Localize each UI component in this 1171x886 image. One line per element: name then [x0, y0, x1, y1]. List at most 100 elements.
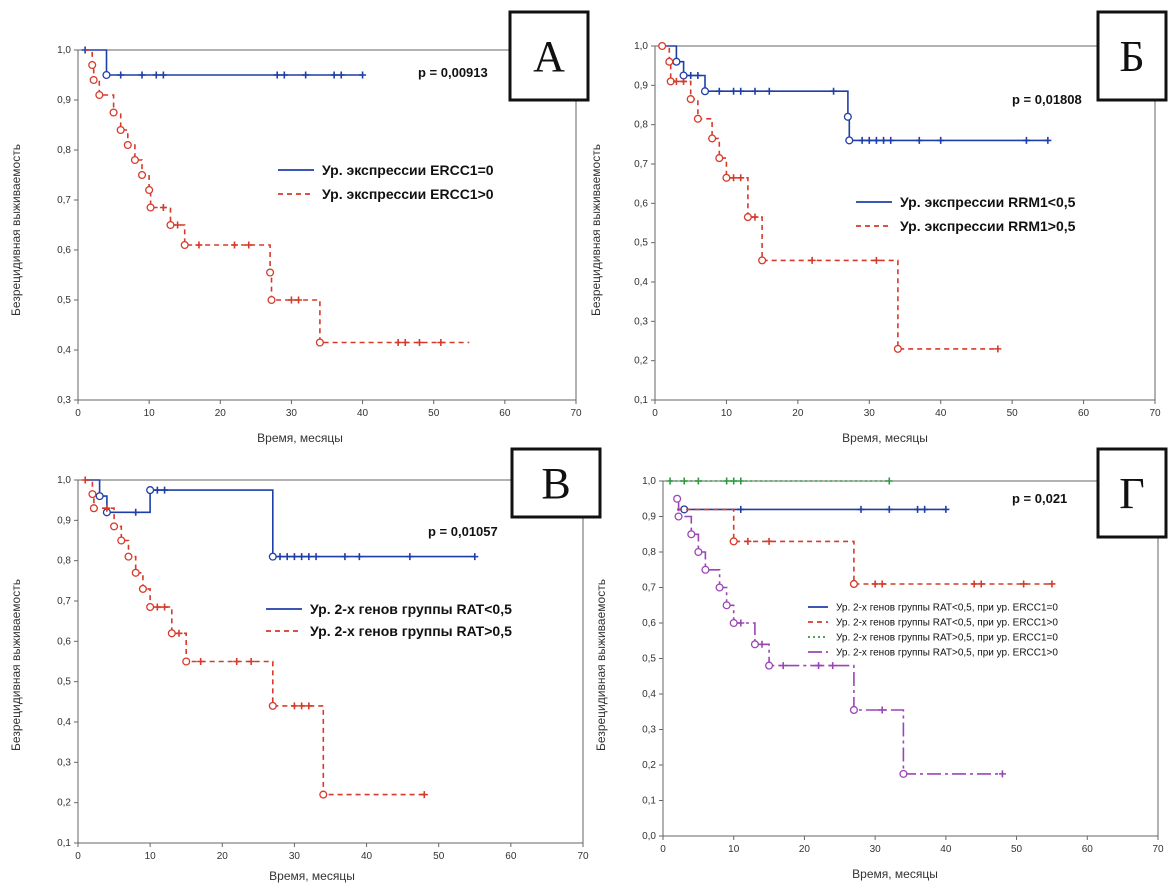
event-point [89, 75, 98, 85]
legend-entry: Ур. 2-х генов группы RAT>0,5, при ур. ER… [836, 648, 1058, 659]
censored-point [737, 619, 745, 627]
km-step-line [85, 49, 363, 76]
x-axis-label: Время, месяцы [257, 431, 343, 445]
censored-point [117, 71, 125, 79]
event-point [700, 87, 710, 96]
event-point [89, 504, 98, 513]
event-point [893, 344, 902, 353]
event-point [758, 256, 767, 265]
censored-point [872, 136, 880, 144]
y-tick-label: 0,5 [634, 238, 648, 249]
y-tick-label: 0,3 [642, 725, 656, 736]
x-tick-label: 10 [144, 408, 156, 419]
p-value: p = 0,021 [1012, 491, 1067, 506]
x-tick-label: 0 [660, 844, 666, 855]
event-point [715, 154, 724, 163]
censored-point [290, 702, 298, 710]
censored-point [829, 662, 837, 670]
censored-point [758, 640, 766, 648]
censored-point [970, 580, 978, 588]
censored-point [1044, 136, 1052, 144]
panel-letter: Г [1119, 469, 1144, 518]
censored-point [330, 71, 338, 79]
censored-point [751, 213, 759, 221]
event-point [701, 565, 710, 574]
censored-point [730, 477, 738, 485]
censored-point [471, 553, 479, 561]
x-tick-label: 20 [217, 851, 229, 862]
y-tick-label: 0,3 [57, 757, 71, 768]
censored-point [394, 339, 402, 346]
event-point [88, 60, 97, 70]
series-4 [673, 494, 1006, 778]
event-point [182, 657, 191, 666]
series-1 [81, 46, 367, 80]
censored-point [937, 136, 945, 144]
x-tick-label: 30 [864, 408, 876, 419]
censored-point [406, 553, 414, 561]
event-point [686, 95, 695, 104]
event-point [708, 134, 717, 143]
censored-point [998, 770, 1006, 778]
legend-entry: Ур. 2-х генов группы RAT<0,5, при ур. ER… [836, 603, 1058, 614]
y-tick-label: 0,7 [642, 583, 656, 594]
censored-point [287, 296, 295, 304]
event-point [750, 640, 759, 649]
event-point [665, 57, 674, 66]
y-tick-label: 0,1 [642, 796, 656, 807]
event-point [674, 512, 683, 521]
censored-point [337, 71, 345, 79]
censored-point [81, 476, 89, 484]
y-axis-label: Безрецидивная выживаемость [589, 144, 603, 316]
x-tick-label: 40 [357, 408, 369, 419]
x-tick-label: 40 [361, 851, 373, 862]
censored-point [305, 553, 313, 561]
event-point [849, 705, 858, 715]
y-tick-label: 0,8 [642, 547, 656, 558]
x-tick-label: 0 [75, 851, 81, 862]
legend: Ур. экспрессии ERCC1=0 Ур. экспрессии ERC… [278, 162, 494, 202]
panel-letter: В [541, 459, 570, 508]
event-point [693, 114, 702, 123]
y-tick-label: 0,6 [57, 636, 71, 647]
event-point [765, 661, 774, 670]
censored-point [880, 136, 888, 144]
event-point [729, 618, 738, 628]
x-tick-label: 10 [145, 851, 157, 862]
censored-point [132, 508, 140, 516]
y-tick-label: 0,9 [642, 512, 656, 523]
censored-point [723, 477, 731, 485]
censored-point [878, 580, 886, 588]
event-point [315, 338, 324, 347]
legend: Ур. экспрессии RRM1<0,5 Ур. экспрессии RR… [856, 194, 1076, 234]
p-value: p = 0,00913 [418, 65, 488, 80]
y-tick-label: 0,9 [57, 95, 71, 106]
censored-point [871, 580, 879, 588]
x-tick-label: 60 [499, 408, 511, 419]
x-axis-label: Время, месяцы [269, 869, 355, 883]
censored-point [247, 658, 255, 665]
event-point [843, 112, 852, 121]
x-axis-label: Время, месяцы [852, 867, 938, 881]
censored-point [666, 477, 674, 485]
censored-point [174, 221, 182, 229]
plot-frame [654, 45, 1156, 401]
x-tick-label: 20 [799, 844, 811, 855]
chart-panel-2: 0,1 0,2 0,3 0,4 0,5 0,6 0,7 0,8 0,9 1,0 0 10 20 30 40 5… [589, 10, 1168, 445]
censored-point [1022, 136, 1030, 144]
censored-point [914, 505, 922, 513]
series-3 [666, 477, 893, 485]
event-point [146, 486, 155, 495]
x-tick-label: 70 [1152, 844, 1164, 855]
x-tick-label: 60 [1082, 844, 1094, 855]
x-tick-label: 40 [940, 844, 952, 855]
p-value: p = 0,01808 [1012, 92, 1082, 107]
series-1 [85, 479, 479, 561]
censored-point [195, 241, 203, 249]
censored-point [298, 702, 306, 710]
censored-point [994, 345, 1002, 353]
censored-point [885, 505, 893, 513]
plot-frame [662, 480, 1159, 837]
censored-point [401, 339, 409, 346]
censored-point [687, 72, 695, 79]
